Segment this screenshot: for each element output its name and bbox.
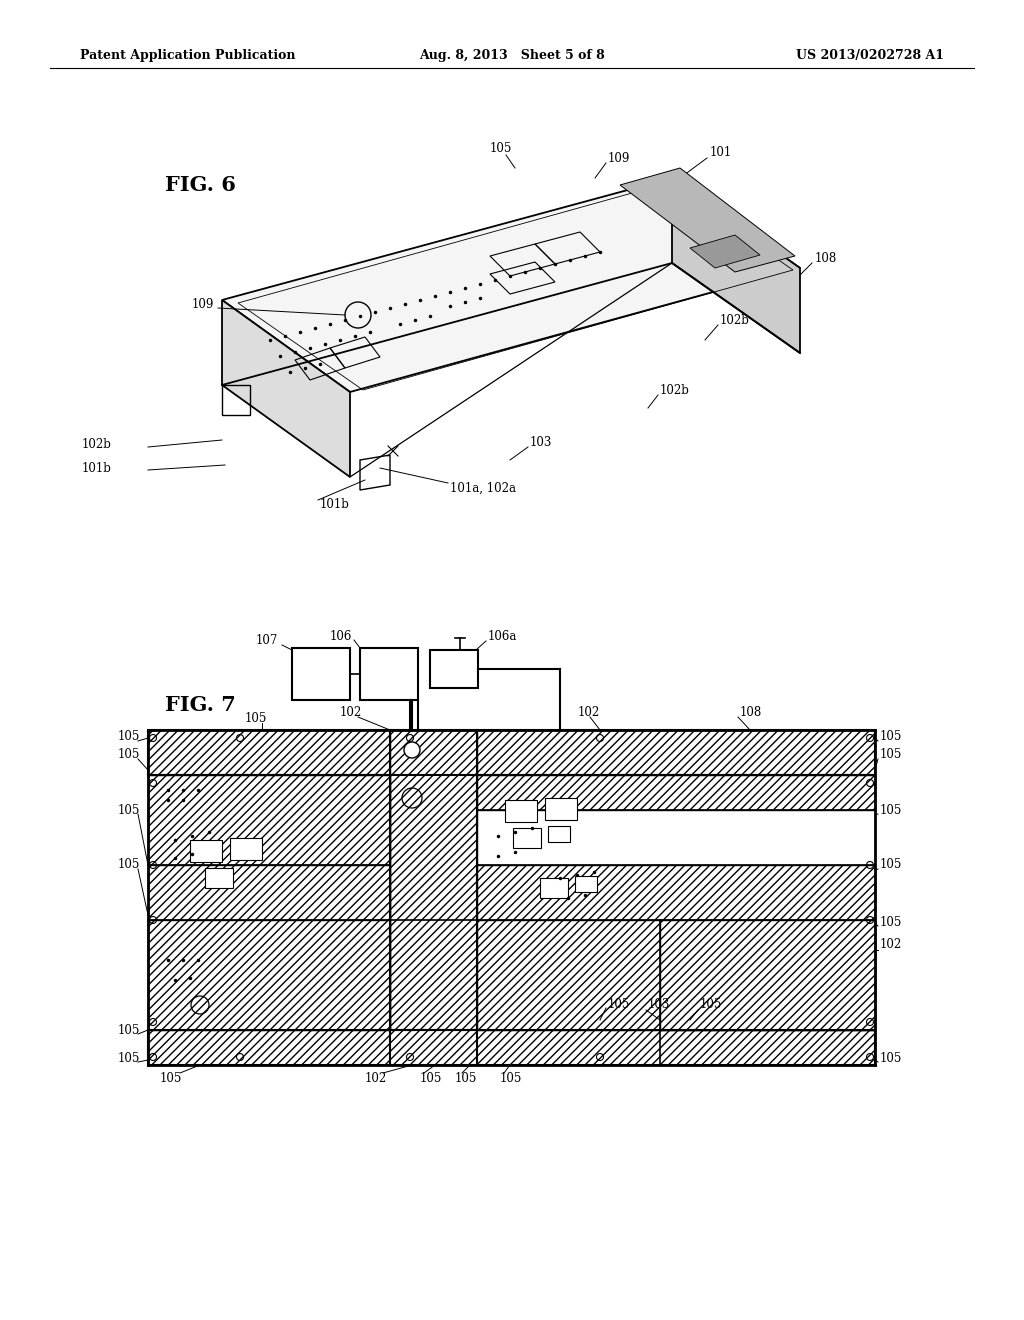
Bar — [545, 799, 577, 820]
Text: 107: 107 — [256, 634, 278, 647]
Text: 105: 105 — [420, 1072, 442, 1085]
Text: 105: 105 — [880, 748, 902, 762]
Text: 106a: 106a — [488, 630, 517, 643]
Bar — [505, 800, 537, 822]
Text: 102: 102 — [578, 705, 600, 718]
Text: 105: 105 — [118, 1023, 140, 1036]
Text: 101b: 101b — [82, 462, 112, 474]
Text: 105: 105 — [700, 998, 722, 1011]
Text: US 2013/0202728 A1: US 2013/0202728 A1 — [796, 49, 944, 62]
Bar — [540, 878, 568, 898]
Text: 105: 105 — [608, 998, 631, 1011]
Text: 102: 102 — [365, 1072, 387, 1085]
Text: 105: 105 — [160, 1072, 182, 1085]
Text: 102b: 102b — [720, 314, 750, 326]
Polygon shape — [690, 235, 760, 268]
Text: 108: 108 — [740, 705, 762, 718]
Polygon shape — [672, 178, 800, 352]
Text: 101b: 101b — [319, 499, 350, 511]
Text: 101a, 102a: 101a, 102a — [450, 482, 516, 495]
Text: Patent Application Publication: Patent Application Publication — [80, 49, 296, 62]
Text: 109: 109 — [193, 298, 214, 312]
Polygon shape — [222, 178, 800, 392]
Text: FIG. 7: FIG. 7 — [165, 696, 236, 715]
Bar — [513, 828, 541, 847]
Text: 108: 108 — [815, 252, 838, 264]
Polygon shape — [222, 300, 350, 477]
Bar — [205, 869, 233, 888]
Bar — [390, 730, 477, 1065]
Bar — [148, 1030, 874, 1065]
Text: 105: 105 — [500, 1072, 522, 1085]
Text: 102: 102 — [340, 705, 362, 718]
Bar — [190, 840, 222, 862]
Text: 105: 105 — [118, 730, 140, 743]
Text: 105: 105 — [880, 804, 902, 817]
Text: 105: 105 — [455, 1072, 477, 1085]
Text: 105: 105 — [118, 804, 140, 817]
Bar — [477, 920, 874, 1030]
Bar — [148, 920, 390, 1030]
Text: 105: 105 — [880, 1052, 902, 1064]
Text: 105: 105 — [880, 730, 902, 743]
Bar — [148, 775, 390, 865]
Text: 105: 105 — [245, 711, 267, 725]
Text: 103: 103 — [648, 998, 671, 1011]
Bar — [230, 838, 262, 861]
Text: 106: 106 — [330, 630, 352, 643]
Bar — [148, 865, 390, 920]
Circle shape — [404, 742, 420, 758]
Text: 102b: 102b — [660, 384, 690, 396]
Text: 105: 105 — [880, 858, 902, 871]
Text: 102b: 102b — [82, 438, 112, 451]
Text: 105: 105 — [880, 916, 902, 928]
Text: 105: 105 — [118, 858, 140, 871]
Text: 105: 105 — [118, 748, 140, 762]
Polygon shape — [620, 168, 795, 272]
Text: Aug. 8, 2013   Sheet 5 of 8: Aug. 8, 2013 Sheet 5 of 8 — [419, 49, 605, 62]
Text: 105: 105 — [490, 141, 512, 154]
Bar — [477, 775, 874, 810]
Text: 101: 101 — [710, 145, 732, 158]
Bar — [575, 876, 597, 892]
Text: 109: 109 — [608, 152, 631, 165]
Bar — [430, 649, 478, 688]
Bar — [477, 865, 874, 920]
Bar — [360, 648, 418, 700]
Text: 102: 102 — [880, 939, 902, 952]
Bar — [548, 826, 570, 842]
Text: 103: 103 — [530, 436, 552, 449]
Bar — [148, 730, 874, 775]
Text: 105: 105 — [118, 1052, 140, 1064]
Text: FIG. 6: FIG. 6 — [165, 176, 236, 195]
Bar — [660, 920, 874, 1030]
Bar — [292, 648, 350, 700]
